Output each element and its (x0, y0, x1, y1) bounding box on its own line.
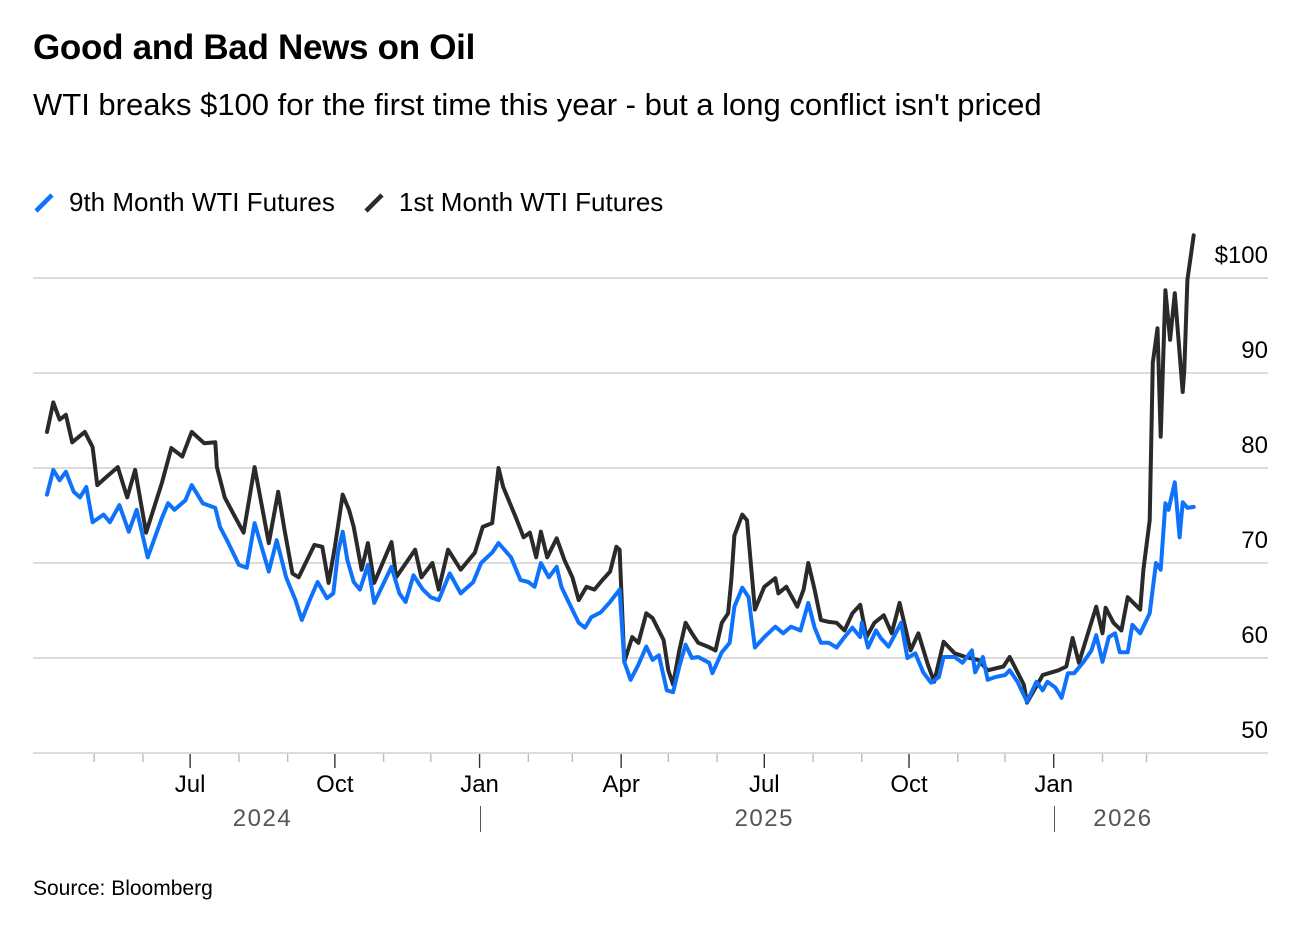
legend-swatch-black-icon (364, 192, 384, 213)
year-label: 2024 (232, 805, 293, 832)
x-tick-label: Oct (890, 771, 928, 798)
legend-item-1st-month: 1st Month WTI Futures (363, 187, 663, 218)
x-tick-label: Oct (316, 771, 354, 798)
legend-label: 1st Month WTI Futures (398, 187, 664, 217)
y-tick-label: 80 (1241, 432, 1268, 459)
y-tick-label: $100 (1214, 242, 1268, 269)
year-label: 2025 (734, 805, 794, 832)
series-line-1st-month (45, 233, 1196, 705)
x-tick-label: Jan (1034, 771, 1074, 798)
year-label: 2026 (1093, 805, 1153, 832)
series-line-9th-month (45, 467, 1196, 704)
x-tick-label: Jan (460, 771, 499, 798)
x-tick-label: Apr (602, 771, 640, 798)
y-tick-label: 90 (1241, 337, 1268, 364)
source-note: Source: Bloomberg (33, 877, 213, 900)
legend-item-9th-month: 9th Month WTI Futures (33, 187, 335, 218)
legend-swatch-blue-icon (34, 192, 54, 213)
legend: 9th Month WTI Futures 1st Month WTI Futu… (33, 187, 691, 218)
year-separator (479, 806, 482, 832)
chart-title: Good and Bad News on Oil (33, 28, 475, 67)
y-tick-label: 70 (1241, 527, 1268, 554)
x-tick-label: Jul (174, 771, 206, 798)
year-separator (1053, 806, 1056, 832)
legend-label: 9th Month WTI Futures (69, 187, 335, 217)
chart-subtitle: WTI breaks $100 for the first time this … (33, 87, 1042, 122)
y-tick-label: 50 (1241, 717, 1268, 744)
x-tick-label: Jul (748, 771, 780, 798)
y-tick-label: 60 (1241, 622, 1268, 649)
